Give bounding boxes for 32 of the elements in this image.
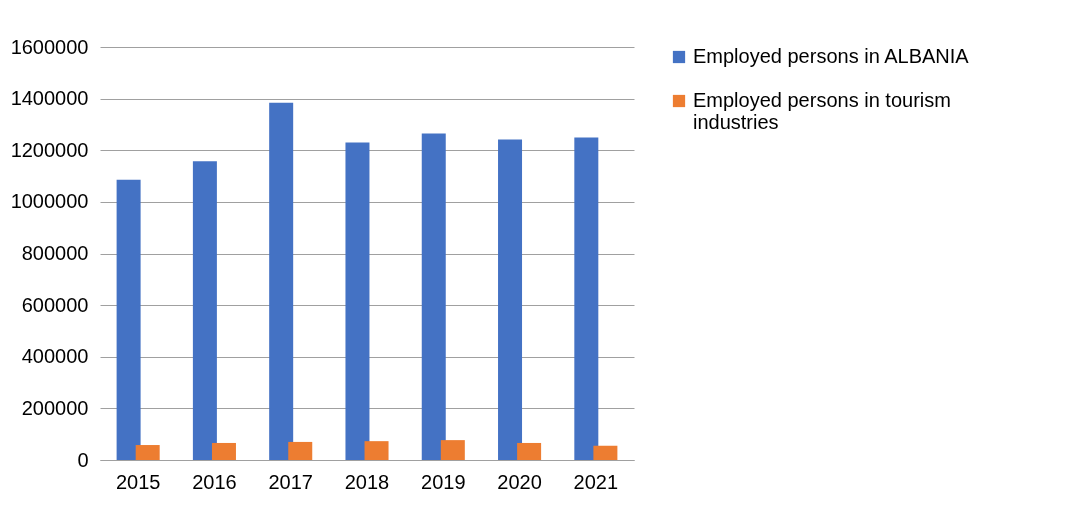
bar <box>593 445 618 460</box>
y-tick-label: 600000 <box>21 293 89 316</box>
y-tick-label: 200000 <box>21 396 89 419</box>
x-tick-label: 2019 <box>421 470 466 493</box>
bar <box>135 445 160 460</box>
y-tick-label: 1000000 <box>10 190 89 213</box>
bar <box>440 440 465 460</box>
bar <box>517 442 542 460</box>
x-tick-label: 2015 <box>115 470 161 493</box>
bar <box>345 142 370 460</box>
x-tick-label: 2016 <box>192 470 237 493</box>
bar <box>192 161 217 460</box>
bar <box>269 102 294 460</box>
y-tick-label: 800000 <box>21 242 89 264</box>
x-tick-label: 2017 <box>268 470 313 493</box>
bar <box>211 442 236 460</box>
legend-label: Employed persons in ALBANIA <box>693 45 970 67</box>
y-tick-label: 1200000 <box>10 138 89 161</box>
bar <box>364 441 389 460</box>
x-tick-label: 2021 <box>573 470 619 493</box>
y-tick-label: 1400000 <box>10 87 89 110</box>
bar <box>421 133 446 460</box>
bar <box>116 179 141 460</box>
x-tick-label: 2018 <box>344 470 390 493</box>
x-tick-label: 2020 <box>497 470 542 493</box>
legend-label: Employed persons in tourism industries <box>693 89 951 133</box>
bar <box>498 139 523 460</box>
y-tick-label: 1600000 <box>10 35 89 58</box>
y-tick-label: 400000 <box>21 345 89 368</box>
bar <box>288 441 313 460</box>
bar <box>574 137 599 460</box>
y-tick-label: 0 <box>77 448 89 471</box>
